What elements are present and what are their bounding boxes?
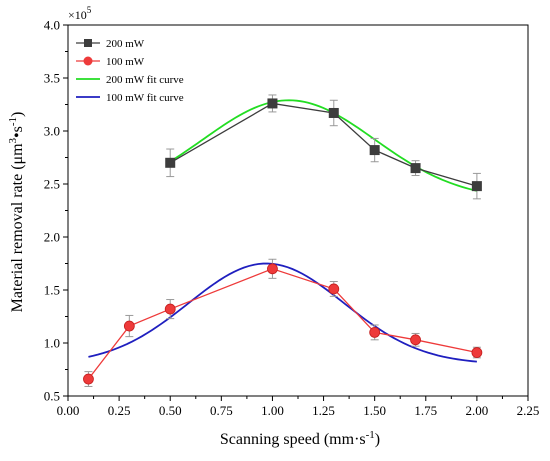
x-tick-label: 0.75 [210, 403, 233, 418]
y-tick-label: 2.0 [44, 230, 60, 245]
y-tick-label: 2.5 [44, 177, 60, 192]
data-point-circle [471, 347, 483, 358]
data-point-square [267, 98, 278, 109]
y-axis-title: Material removal rate (μm3•s-1) [7, 112, 26, 313]
x-tick-label: 0.50 [159, 403, 182, 418]
series-line-0 [169, 102, 478, 187]
data-point-square [165, 157, 176, 168]
data-point-square [410, 163, 421, 174]
data-point-circle [123, 320, 135, 332]
data-point-circle [410, 334, 421, 346]
legend-label: 200 mW [106, 38, 145, 50]
plot-area [83, 94, 483, 387]
y-tick-label: 1.0 [44, 336, 60, 351]
legend-label: 100 mW fit curve [106, 92, 184, 104]
y-tick-label: 4.0 [44, 18, 60, 33]
legend-label: 100 mW [106, 56, 145, 68]
y-axis-multiplier: ×105 [68, 5, 92, 22]
legend: 200 mW 100 mW 200 mW fit curve 100 mW fit c… [76, 38, 184, 104]
series-fit-curve-3 [88, 262, 477, 363]
x-tick-label: 1.50 [363, 403, 386, 418]
x-tick-label: 1.25 [312, 403, 335, 418]
x-tick-label: 1.00 [261, 403, 284, 418]
series-fit-curve-2 [169, 99, 478, 192]
data-point-square [328, 107, 339, 118]
x-tick-label: 2.25 [517, 403, 540, 418]
y-tick-label: 1.5 [44, 283, 60, 298]
data-point-circle [164, 303, 176, 315]
data-point-circle [267, 263, 278, 275]
legend-label: 200 mW fit curve [106, 74, 184, 86]
x-axis-title: Scanning speed (mm·s-1) [220, 429, 380, 448]
x-tick-label: 2.00 [466, 403, 489, 418]
y-tick-label: 0.5 [44, 389, 60, 404]
data-point-circle [83, 373, 94, 385]
series-line-1 [87, 268, 478, 380]
legend-marker-square [84, 39, 92, 47]
data-point-square [369, 145, 380, 156]
data-point-circle [369, 326, 381, 338]
x-tick-label: 0.25 [108, 403, 131, 418]
x-tick-label: 1.75 [414, 403, 437, 418]
legend-marker-circle [83, 56, 93, 66]
y-tick-label: 3.5 [44, 71, 60, 86]
data-point-square [471, 181, 482, 192]
axes: 0.00 0.25 0.50 0.75 1.00 1.25 1.50 1.75 2.00 2.25… [44, 18, 540, 419]
x-tick-label: 0.00 [57, 403, 80, 418]
data-point-circle [328, 283, 340, 295]
y-tick-label: 3.0 [44, 124, 60, 139]
